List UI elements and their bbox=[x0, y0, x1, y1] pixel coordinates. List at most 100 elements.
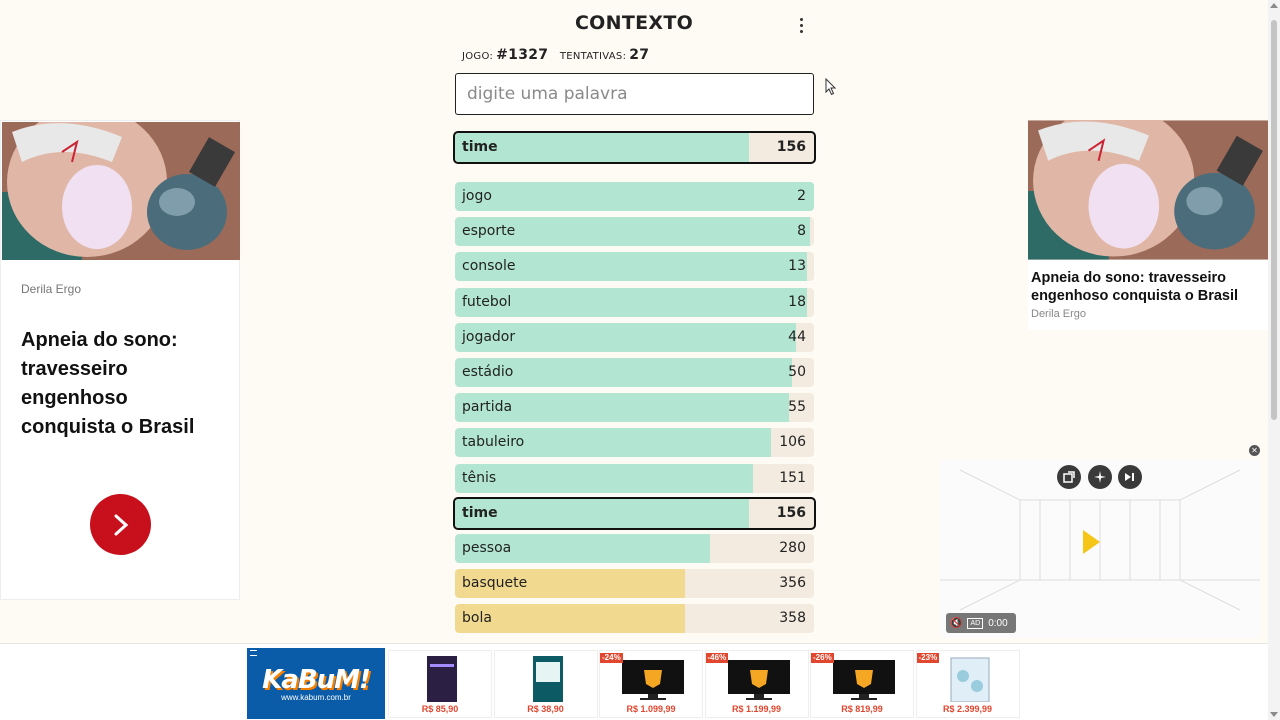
ad-left-headline[interactable]: Apneia do sono: travesseiro engenhoso co… bbox=[21, 329, 195, 438]
game-number: #1327 bbox=[496, 47, 549, 63]
mute-icon[interactable]: 🔇 bbox=[950, 617, 963, 629]
guess-row: basquete 356 bbox=[455, 569, 814, 599]
guess-word: pessoa bbox=[462, 540, 512, 556]
ad-left-image[interactable] bbox=[2, 122, 240, 260]
guess-word: futebol bbox=[462, 293, 512, 310]
guess-fill bbox=[455, 182, 814, 211]
guess-fill bbox=[455, 393, 789, 423]
guess-fill bbox=[455, 322, 797, 352]
guess-row: bola 358 bbox=[455, 604, 814, 634]
guess-fill bbox=[455, 217, 811, 247]
monitor-icon bbox=[622, 660, 684, 700]
monitor-icon bbox=[727, 660, 790, 700]
product-price: R$ 38,90 bbox=[527, 704, 564, 714]
product-card[interactable]: -26% R$ 819,99 bbox=[810, 650, 914, 718]
product-card[interactable]: -23% R$ 2.399,99 bbox=[915, 650, 1020, 718]
guess-word: jogo bbox=[462, 188, 492, 204]
mouse-pointer-icon bbox=[825, 78, 837, 96]
page-title: CONTEXTO bbox=[574, 12, 694, 34]
guess-input[interactable] bbox=[455, 73, 814, 115]
guess-rank: 280 bbox=[779, 540, 806, 556]
scroll-up-icon[interactable] bbox=[1270, 3, 1278, 8]
ad-right-headline[interactable]: Apneia do sono: travesseiro engenhoso co… bbox=[1031, 270, 1239, 304]
last-guess-fill bbox=[455, 133, 750, 162]
guess-word: esporte bbox=[462, 223, 516, 240]
ad-left[interactable]: Derila Ergo Apneia do sono: travesseiro … bbox=[0, 120, 240, 600]
ad-left-brand[interactable]: Derila Ergo bbox=[21, 282, 82, 296]
guess-fill bbox=[455, 358, 793, 387]
ad-right-brand[interactable]: Derila Ergo bbox=[1031, 308, 1087, 320]
video-frame bbox=[940, 469, 1260, 611]
software-box-icon bbox=[532, 656, 563, 702]
product-card[interactable]: R$ 85,90 bbox=[388, 650, 492, 718]
product-card[interactable]: R$ 38,90 bbox=[493, 650, 598, 718]
guess-word: jogador bbox=[462, 328, 516, 345]
scrollbar-thumb[interactable] bbox=[1271, 20, 1277, 420]
sparkle-icon[interactable] bbox=[1088, 465, 1112, 489]
guess-fill bbox=[455, 252, 807, 282]
guess-row: estádio 50 bbox=[455, 358, 814, 387]
open-external-icon[interactable] bbox=[1057, 465, 1081, 489]
scrollbar[interactable] bbox=[1268, 0, 1280, 720]
last-guess-word: time bbox=[462, 139, 498, 155]
product-price: R$ 819,99 bbox=[841, 704, 883, 714]
ad-right-image[interactable] bbox=[1028, 120, 1268, 260]
video-time: 0:00 bbox=[988, 617, 1008, 629]
guess-row: tabuleiro 106 bbox=[455, 428, 814, 458]
guess-row: jogo 2 bbox=[455, 182, 814, 211]
pc-case-icon bbox=[950, 657, 989, 702]
product-price: R$ 1.099,99 bbox=[626, 704, 676, 714]
guess-word: console bbox=[462, 258, 516, 275]
product-card[interactable]: -24% R$ 1.099,99 bbox=[599, 650, 703, 718]
guess-fill bbox=[455, 428, 771, 458]
guess-rank: 106 bbox=[779, 434, 806, 451]
guess-fill bbox=[455, 287, 807, 317]
game-info: JOGO: #1327 TENTATIVAS: 27 bbox=[462, 47, 657, 63]
guess-rank: 358 bbox=[779, 610, 806, 627]
last-guess-rank: 156 bbox=[776, 139, 806, 155]
guess-rank: 151 bbox=[779, 469, 806, 486]
guess-rank: 156 bbox=[776, 504, 806, 521]
skip-forward-icon[interactable] bbox=[1118, 465, 1142, 489]
guess-rank: 44 bbox=[788, 328, 806, 345]
guess-rank: 13 bbox=[788, 258, 806, 275]
ad-right[interactable]: Apneia do sono: travesseiro engenhoso co… bbox=[1028, 120, 1268, 330]
software-box-icon bbox=[427, 656, 457, 702]
guess-row: tênis 151 bbox=[455, 463, 814, 493]
video-controls[interactable]: 🔇 AD 0:00 bbox=[946, 613, 1016, 633]
guess-rank: 8 bbox=[797, 223, 806, 240]
guess-fill bbox=[455, 534, 710, 563]
kabum-logo[interactable]: KaBuM! www.kabum.com.br bbox=[247, 648, 385, 719]
guess-row: esporte 8 bbox=[455, 217, 814, 247]
discount-badge: -23% bbox=[916, 653, 940, 663]
menu-icon[interactable] bbox=[250, 650, 257, 656]
product-price: R$ 85,90 bbox=[421, 704, 459, 714]
scroll-down-icon[interactable] bbox=[1270, 712, 1278, 717]
kabum-brand: KaBuM! bbox=[262, 665, 371, 695]
video-close-icon[interactable]: ✕ bbox=[1249, 445, 1260, 456]
discount-badge: -24% bbox=[600, 653, 623, 663]
guess-row: pessoa 280 bbox=[455, 534, 814, 563]
ad-badge: AD bbox=[967, 617, 984, 629]
more-options-icon[interactable] bbox=[792, 14, 810, 36]
last-guess-row: time 156 bbox=[453, 131, 816, 164]
ad-left-cta-button[interactable] bbox=[90, 494, 151, 555]
guess-row: partida 55 bbox=[455, 393, 814, 423]
guess-row: console 13 bbox=[455, 252, 814, 282]
guess-rank: 18 bbox=[788, 293, 806, 310]
guess-fill bbox=[455, 498, 750, 528]
guess-fill bbox=[455, 463, 753, 493]
video-ad[interactable] bbox=[940, 460, 1260, 638]
product-price: R$ 2.399,99 bbox=[942, 704, 993, 714]
product-card[interactable]: -46% R$ 1.199,99 bbox=[704, 650, 809, 718]
monitor-icon bbox=[833, 660, 895, 700]
guess-rank: 55 bbox=[788, 399, 806, 416]
guess-word: time bbox=[462, 504, 498, 521]
guess-fill bbox=[455, 604, 685, 634]
guess-word: bola bbox=[462, 610, 492, 627]
guess-row: jogador 44 bbox=[455, 322, 814, 352]
discount-badge: -46% bbox=[705, 653, 729, 663]
guess-word: estádio bbox=[462, 364, 514, 380]
chevron-right-icon bbox=[114, 514, 128, 535]
guess-word: tabuleiro bbox=[462, 434, 525, 451]
